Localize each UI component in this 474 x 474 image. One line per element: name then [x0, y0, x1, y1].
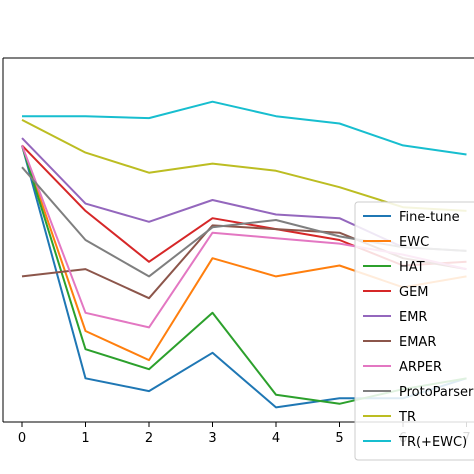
legend-label: ARPER [399, 360, 442, 375]
legend-label: HAT [399, 260, 425, 275]
legend-label: TR [398, 410, 416, 425]
legend: Fine-tune EWC HAT GEM EMR EMAR ARPER ProtoParse… [354, 201, 474, 461]
legend-label: Fine-tune [399, 210, 460, 225]
x-tick-label: 4 [272, 431, 280, 446]
x-tick-label: 5 [335, 431, 343, 446]
legend-label: EMAR [399, 335, 436, 350]
legend-label: EWC [399, 235, 429, 250]
x-tick-label: 3 [208, 431, 216, 446]
legend-label: GEM [399, 285, 429, 300]
series-line-tr-ewc [22, 100, 467, 156]
x-tick-label: 0 [18, 431, 26, 446]
legend-label: EMR [399, 310, 427, 325]
legend-label: TR(+EWC) [398, 435, 467, 450]
legend-label: ProtoParser [399, 385, 474, 400]
x-tick-label: 1 [81, 431, 89, 446]
x-tick-label: 2 [145, 431, 153, 446]
